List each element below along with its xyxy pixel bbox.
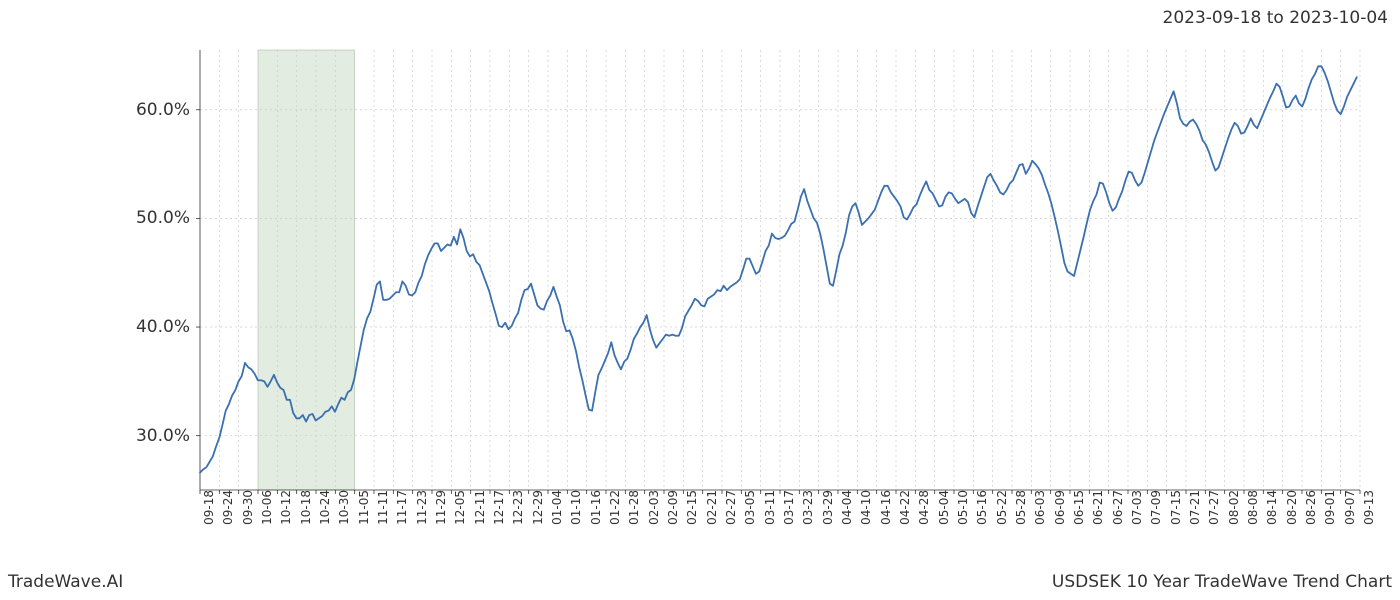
x-tick-label: 01-04: [544, 490, 564, 525]
x-tick-label: 07-15: [1163, 490, 1183, 525]
x-tick-label: 06-03: [1027, 490, 1047, 525]
x-tick-label: 12-05: [447, 490, 467, 525]
x-tick-label: 10-06: [254, 490, 274, 525]
x-tick-label: 03-05: [737, 490, 757, 525]
plot-area: 09-1809-2409-3010-0610-1210-1810-2410-30…: [200, 50, 1360, 490]
x-tick-label: 09-13: [1356, 490, 1376, 525]
x-tick-label: 08-26: [1298, 490, 1318, 525]
x-tick-label: 04-28: [911, 490, 931, 525]
chart-caption: USDSEK 10 Year TradeWave Trend Chart: [1052, 572, 1392, 592]
x-tick-label: 06-27: [1105, 490, 1125, 525]
x-tick-label: 07-27: [1201, 490, 1221, 525]
x-tick-label: 04-22: [892, 490, 912, 525]
x-tick-label: 12-23: [505, 490, 525, 525]
x-tick-label: 10-18: [293, 490, 313, 525]
line-chart-svg: [200, 50, 1360, 490]
x-tick-label: 12-11: [467, 490, 487, 525]
x-tick-label: 11-05: [351, 490, 371, 525]
x-tick-label: 10-12: [273, 490, 293, 525]
x-tick-label: 09-18: [196, 490, 216, 525]
x-tick-label: 11-17: [389, 490, 409, 525]
x-tick-label: 10-30: [331, 490, 351, 525]
x-tick-label: 01-10: [563, 490, 583, 525]
date-range-label: 2023-09-18 to 2023-10-04: [1163, 8, 1388, 28]
trend-line: [200, 66, 1357, 472]
x-tick-label: 11-29: [428, 490, 448, 525]
x-tick-label: 02-03: [641, 490, 661, 525]
x-tick-label: 12-29: [525, 490, 545, 525]
x-tick-label: 05-16: [969, 490, 989, 525]
y-tick-label: 60.0%: [136, 100, 200, 120]
x-tick-label: 09-30: [235, 490, 255, 525]
x-tick-label: 11-23: [409, 490, 429, 525]
y-tick-label: 50.0%: [136, 208, 200, 228]
x-tick-label: 08-14: [1259, 490, 1279, 525]
x-tick-label: 03-29: [815, 490, 835, 525]
brand-label: TradeWave.AI: [8, 572, 123, 592]
x-tick-label: 01-28: [621, 490, 641, 525]
chart-container: 2023-09-18 to 2023-10-04 TradeWave.AI US…: [0, 0, 1400, 600]
x-tick-label: 02-27: [718, 490, 738, 525]
x-tick-label: 01-16: [583, 490, 603, 525]
x-tick-label: 09-01: [1317, 490, 1337, 525]
y-tick-label: 30.0%: [136, 426, 200, 446]
x-tick-label: 07-21: [1182, 490, 1202, 525]
x-tick-label: 05-22: [989, 490, 1009, 525]
x-tick-label: 05-28: [1008, 490, 1028, 525]
x-tick-label: 09-24: [215, 490, 235, 525]
x-tick-label: 07-09: [1143, 490, 1163, 525]
x-tick-label: 06-09: [1047, 490, 1067, 525]
x-tick-label: 04-04: [834, 490, 854, 525]
y-tick-label: 40.0%: [136, 317, 200, 337]
x-tick-label: 01-22: [602, 490, 622, 525]
x-tick-label: 06-21: [1085, 490, 1105, 525]
x-tick-label: 03-11: [757, 490, 777, 525]
x-tick-label: 02-15: [679, 490, 699, 525]
x-tick-label: 08-02: [1221, 490, 1241, 525]
x-tick-label: 04-16: [873, 490, 893, 525]
x-tick-label: 04-10: [853, 490, 873, 525]
x-tick-label: 08-08: [1240, 490, 1260, 525]
x-tick-label: 05-04: [931, 490, 951, 525]
x-tick-label: 06-15: [1066, 490, 1086, 525]
x-tick-label: 09-07: [1337, 490, 1357, 525]
x-tick-label: 11-11: [370, 490, 390, 525]
x-tick-label: 08-20: [1279, 490, 1299, 525]
x-tick-label: 12-17: [486, 490, 506, 525]
highlight-band: [258, 50, 355, 490]
x-tick-label: 10-24: [312, 490, 332, 525]
x-tick-label: 02-21: [699, 490, 719, 525]
x-tick-label: 05-10: [950, 490, 970, 525]
x-tick-label: 02-09: [660, 490, 680, 525]
x-tick-label: 03-23: [795, 490, 815, 525]
x-tick-label: 03-17: [776, 490, 796, 525]
x-tick-label: 07-03: [1124, 490, 1144, 525]
